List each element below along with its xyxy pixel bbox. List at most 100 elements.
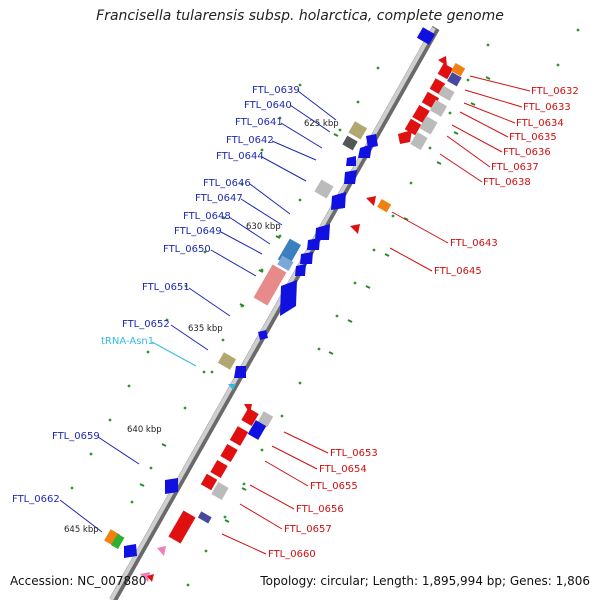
gene-reverse bbox=[104, 529, 121, 547]
gene-reverse bbox=[295, 264, 306, 276]
gene-forward bbox=[429, 99, 448, 117]
ruler-label: 640 kbp bbox=[127, 425, 162, 435]
gene-label-ftl-0638: FTL_0638 bbox=[483, 177, 531, 188]
accession-text: Accession: NC_007880 bbox=[10, 574, 147, 588]
ruler-label: 635 kbp bbox=[188, 324, 223, 334]
gene-label-ftl-0662: FTL_0662 bbox=[12, 494, 60, 505]
gene-forward bbox=[257, 411, 274, 428]
gene-reverse bbox=[344, 170, 357, 184]
gene-reverse bbox=[111, 533, 125, 550]
gene-reverse bbox=[234, 366, 246, 378]
leader-lines-left bbox=[59, 90, 337, 533]
gene-forward bbox=[412, 104, 430, 124]
gene-label-ftl-0659: FTL_0659 bbox=[52, 431, 100, 442]
ruler-label: 625 kbp bbox=[304, 119, 339, 129]
gene-label-ftl-0640: FTL_0640 bbox=[244, 100, 292, 111]
forward-genes bbox=[140, 56, 466, 582]
gene-label-ftl-0649: FTL_0649 bbox=[174, 226, 222, 237]
gene-reverse bbox=[366, 134, 378, 148]
gene-forward bbox=[437, 63, 454, 80]
gene-reverse bbox=[277, 255, 294, 271]
gene-forward bbox=[241, 407, 259, 427]
gene-label-ftl-0634: FTL_0634 bbox=[516, 118, 564, 129]
gene-reverse bbox=[348, 121, 368, 140]
gene-forward bbox=[451, 63, 466, 77]
gene-reverse bbox=[331, 192, 346, 210]
gene-forward bbox=[168, 510, 196, 544]
genome-title: Francisella tularensis subsp. holarctica… bbox=[96, 8, 504, 24]
gene-label-ftl-0655: FTL_0655 bbox=[310, 481, 358, 492]
gene-label-ftl-0652: FTL_0652 bbox=[122, 319, 170, 330]
gene-forward bbox=[366, 196, 376, 206]
gene-label-trna-asn1: tRNA-Asn1 bbox=[101, 336, 154, 347]
gene-label-ftl-0657: FTL_0657 bbox=[284, 524, 332, 535]
gene-label-ftl-0642: FTL_0642 bbox=[226, 135, 274, 146]
gene-label-ftl-0635: FTL_0635 bbox=[509, 132, 557, 143]
gene-reverse bbox=[300, 252, 313, 264]
gene-forward bbox=[210, 459, 228, 479]
gene-reverse bbox=[217, 352, 237, 370]
gene-forward bbox=[229, 426, 249, 446]
right-gene-labels: FTL_0632 FTL_0633 FTL_0634 FTL_0635 FTL_… bbox=[268, 86, 579, 560]
gene-label-ftl-0643: FTL_0643 bbox=[450, 238, 498, 249]
gene-reverse bbox=[307, 238, 320, 250]
leader-lines-right bbox=[221, 75, 531, 555]
ruler-label: 630 kbp bbox=[246, 222, 281, 232]
genome-backbone bbox=[109, 27, 436, 600]
gene-label-ftl-0633: FTL_0633 bbox=[523, 102, 571, 113]
reverse-genes bbox=[104, 27, 436, 558]
track-dots bbox=[70, 28, 580, 587]
gene-reverse bbox=[346, 156, 356, 166]
gene-forward bbox=[410, 131, 428, 151]
ruler-labels: 625 kbp 630 kbp 635 kbp 640 kbp 645 kbp bbox=[64, 119, 339, 535]
gene-label-ftl-0650: FTL_0650 bbox=[163, 244, 211, 255]
gene-forward bbox=[220, 443, 238, 463]
gene-forward bbox=[419, 115, 438, 135]
gene-forward bbox=[398, 130, 412, 144]
gene-label-ftl-0651: FTL_0651 bbox=[142, 282, 190, 293]
gene-label-ftl-0645: FTL_0645 bbox=[434, 266, 482, 277]
gene-label-ftl-0639: FTL_0639 bbox=[252, 85, 300, 96]
gene-label-ftl-0654: FTL_0654 bbox=[319, 464, 367, 475]
gene-forward bbox=[350, 224, 360, 234]
gene-label-ftl-0660: FTL_0660 bbox=[268, 549, 316, 560]
gene-forward bbox=[447, 72, 462, 87]
gene-label-ftl-0644: FTL_0644 bbox=[216, 151, 264, 162]
gene-forward bbox=[438, 85, 455, 101]
gene-label-ftl-0641: FTL_0641 bbox=[235, 117, 283, 128]
gene-reverse bbox=[280, 280, 297, 316]
gene-reverse bbox=[315, 224, 330, 240]
gene-reverse bbox=[253, 264, 287, 306]
topology-text: Topology: circular; Length: 1,895,994 bp… bbox=[260, 574, 590, 588]
gene-forward bbox=[211, 481, 229, 501]
gene-label-ftl-0637: FTL_0637 bbox=[491, 162, 539, 173]
gene-reverse bbox=[165, 478, 178, 494]
gene-reverse bbox=[228, 384, 236, 390]
left-gene-labels: FTL_0639 FTL_0640 FTL_0641 FTL_0642 FTL_… bbox=[12, 85, 300, 505]
gene-forward bbox=[140, 572, 150, 582]
leader-line-trna bbox=[151, 341, 197, 367]
gene-forward bbox=[200, 473, 218, 491]
gene-label-ftl-0632: FTL_0632 bbox=[531, 86, 579, 97]
gene-forward bbox=[247, 420, 267, 440]
gc-ticks bbox=[105, 76, 491, 543]
gene-forward bbox=[197, 511, 212, 524]
gene-reverse bbox=[124, 544, 137, 558]
gene-label-ftl-0646: FTL_0646 bbox=[203, 178, 251, 189]
gene-reverse bbox=[358, 144, 372, 158]
ruler-label: 645 kbp bbox=[64, 525, 99, 535]
gene-label-ftl-0648: FTL_0648 bbox=[183, 211, 231, 222]
gene-forward bbox=[147, 574, 154, 582]
gene-reverse bbox=[314, 179, 334, 199]
gene-forward bbox=[157, 546, 166, 556]
gene-reverse bbox=[342, 135, 358, 151]
gene-label-ftl-0656: FTL_0656 bbox=[296, 504, 344, 515]
gene-label-ftl-0636: FTL_0636 bbox=[503, 147, 551, 158]
gene-label-ftl-0647: FTL_0647 bbox=[195, 193, 243, 204]
gene-label-ftl-0653: FTL_0653 bbox=[330, 448, 378, 459]
gene-forward bbox=[438, 56, 447, 66]
gene-reverse bbox=[416, 27, 436, 45]
gene-forward bbox=[377, 199, 392, 213]
gene-reverse bbox=[258, 330, 268, 340]
